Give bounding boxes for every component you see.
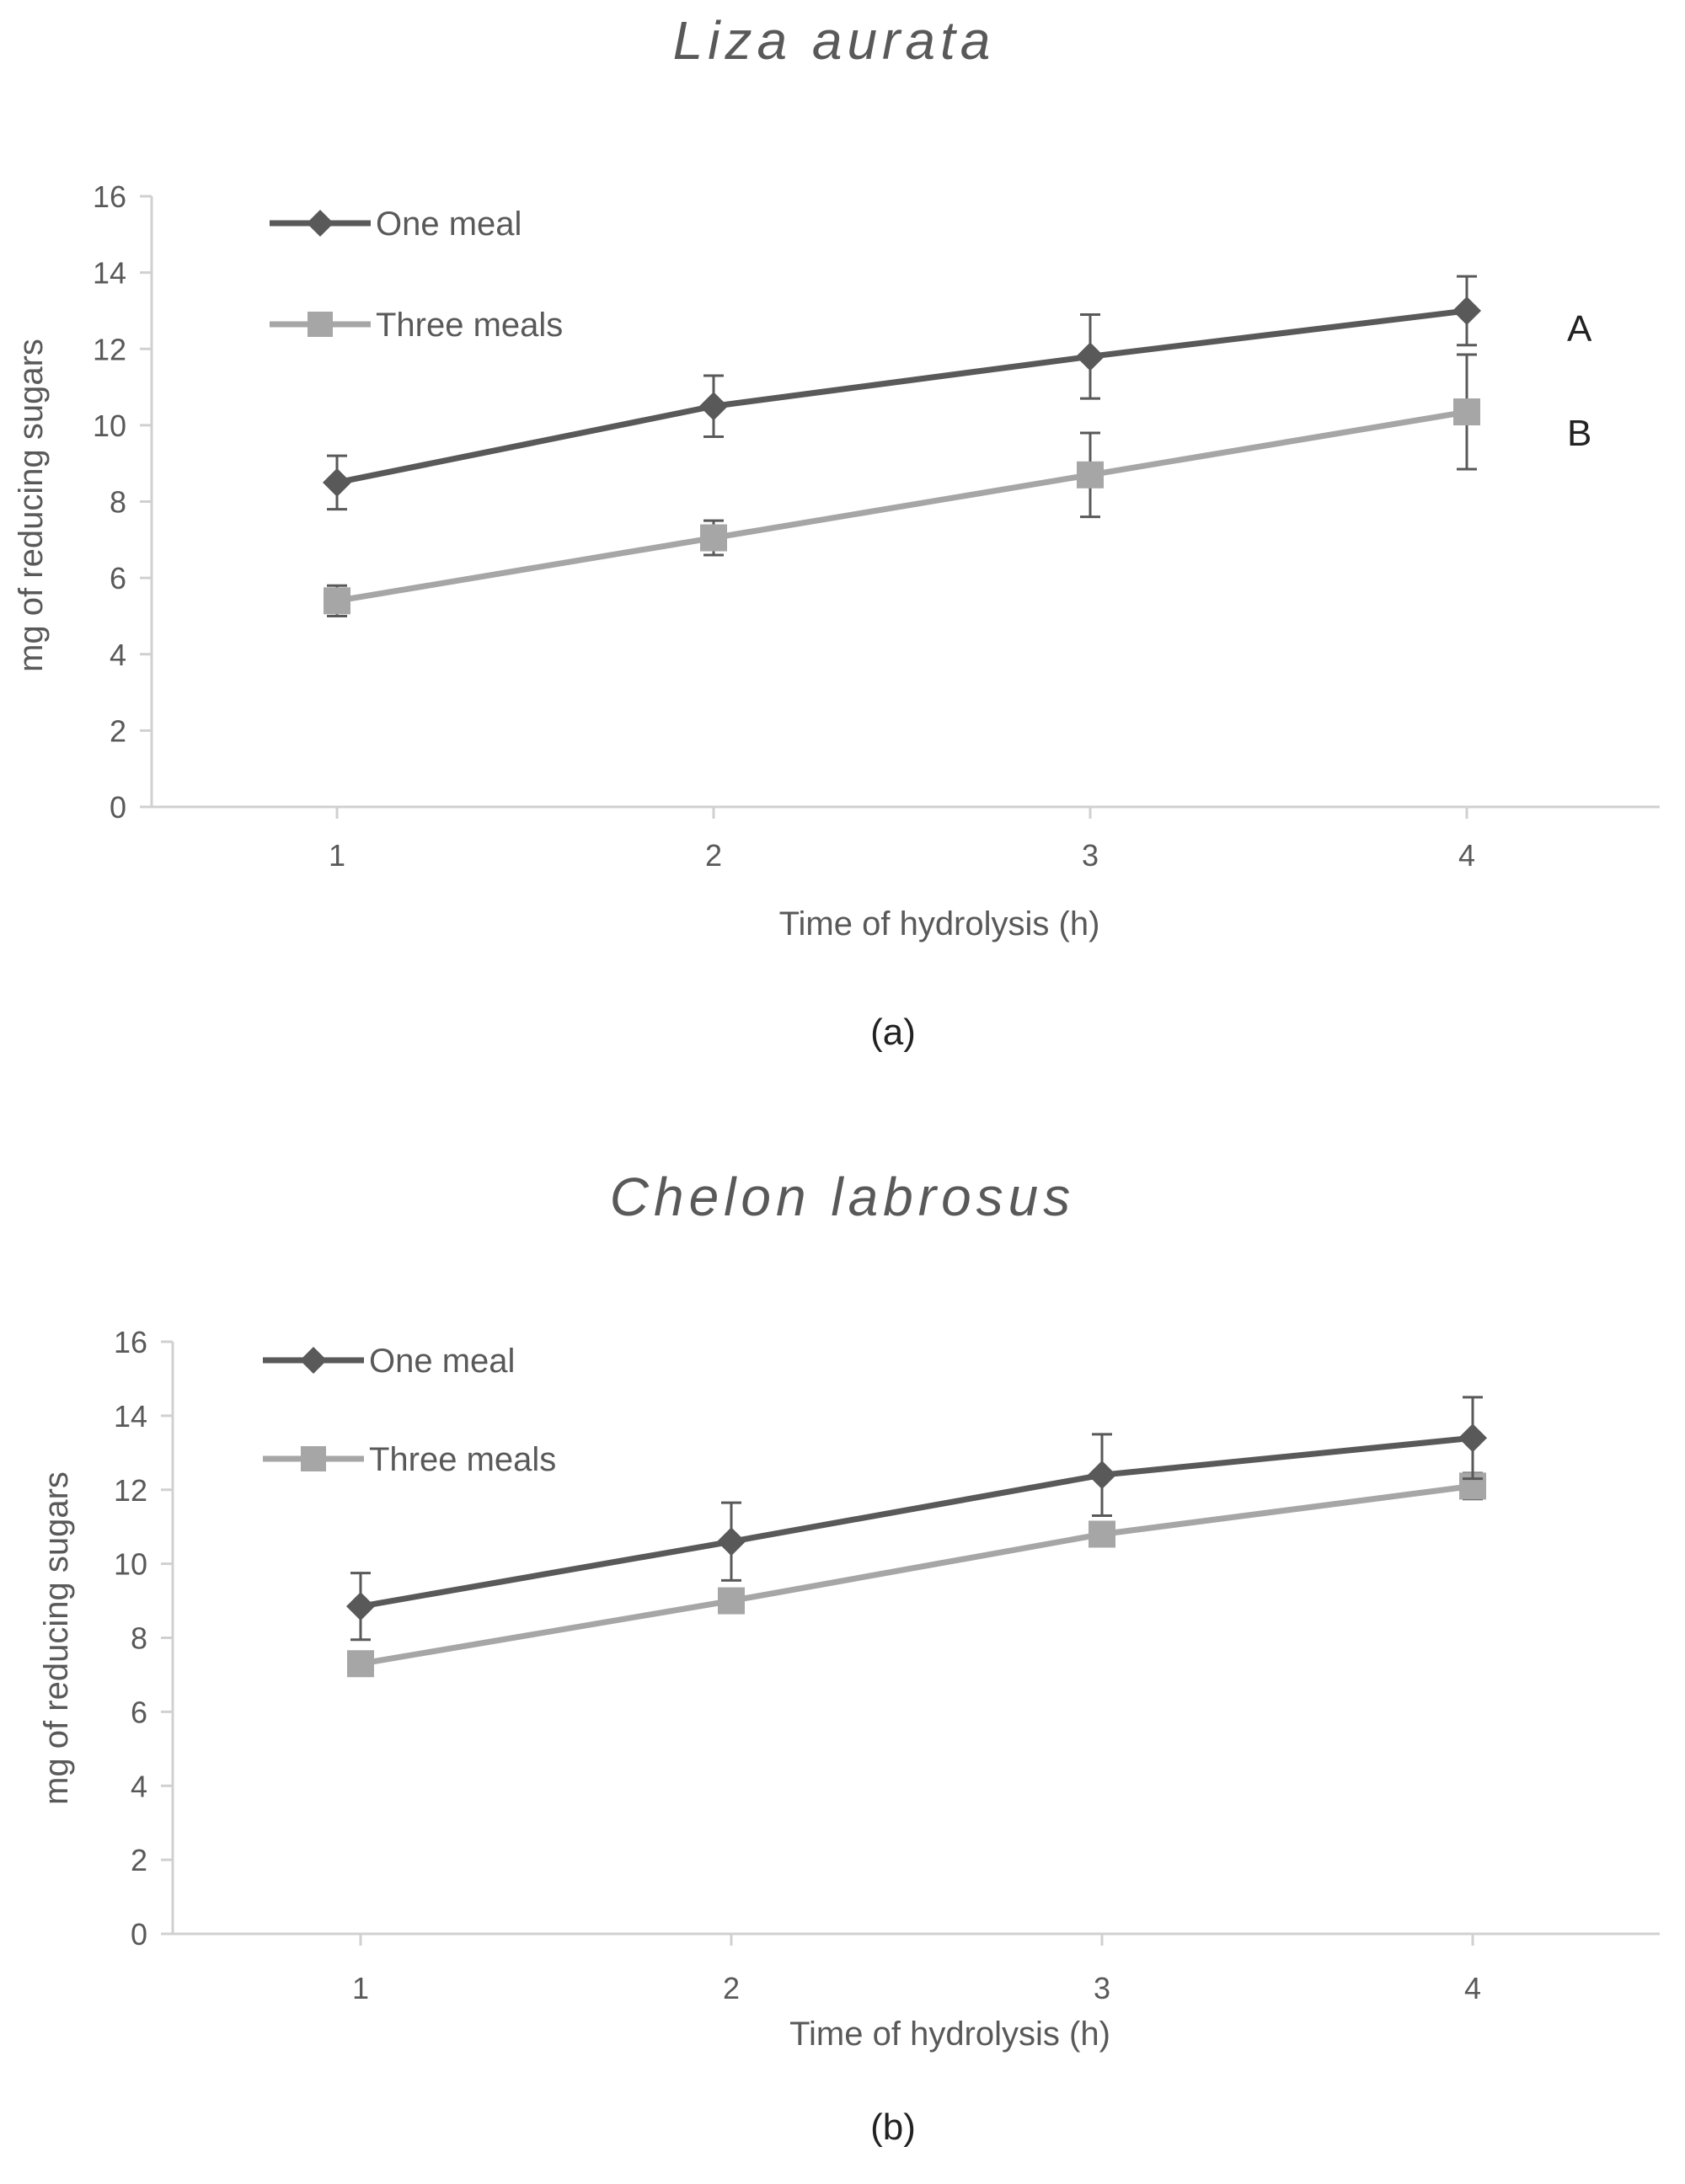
y-tick-label: 10 bbox=[93, 408, 126, 443]
series-one-meal: A bbox=[323, 275, 1592, 511]
y-axis-label: mg of reducing sugars bbox=[38, 1471, 75, 1805]
x-tick-label: 4 bbox=[1458, 838, 1475, 873]
data-point-diamond bbox=[1076, 342, 1105, 371]
data-point-diamond bbox=[699, 392, 728, 421]
y-tick-label: 4 bbox=[110, 638, 126, 672]
data-point-square bbox=[718, 1587, 745, 1615]
legend-marker bbox=[307, 210, 334, 237]
y-tick-label: 8 bbox=[131, 1621, 147, 1656]
legend-label: Three meals bbox=[376, 307, 563, 344]
y-tick-label: 14 bbox=[93, 256, 126, 291]
data-point-square bbox=[700, 524, 727, 552]
panel-label: (b) bbox=[870, 2107, 916, 2148]
x-tick-label: 1 bbox=[329, 838, 345, 873]
y-tick-label: 0 bbox=[131, 1917, 147, 1952]
data-point-diamond bbox=[1452, 296, 1481, 325]
x-tick-label: 2 bbox=[705, 838, 722, 873]
x-tick-label: 2 bbox=[723, 1971, 740, 2005]
x-tick-label: 4 bbox=[1464, 1971, 1481, 2005]
y-tick-label: 12 bbox=[93, 332, 126, 366]
legend-item-three-meals: Three meals bbox=[270, 307, 563, 344]
data-point-diamond bbox=[1088, 1460, 1116, 1490]
y-tick-label: 16 bbox=[114, 1325, 147, 1359]
legend-label: One meal bbox=[369, 1343, 515, 1380]
data-point-square bbox=[1089, 1520, 1115, 1548]
y-axis-label: mg of reducing sugars bbox=[13, 339, 50, 672]
chart-title: Liza aurata bbox=[673, 10, 996, 71]
series-line bbox=[336, 408, 1468, 604]
data-point-square bbox=[347, 1650, 374, 1678]
series-line bbox=[360, 1434, 1474, 1610]
series-three-meals bbox=[347, 1471, 1486, 1678]
legend-label: One meal bbox=[376, 206, 522, 243]
y-tick-label: 0 bbox=[110, 790, 126, 825]
legend-item-one-meal: One meal bbox=[270, 206, 522, 243]
series-line bbox=[360, 1482, 1474, 1667]
y-tick-label: 10 bbox=[114, 1547, 147, 1582]
y-tick-label: 16 bbox=[93, 179, 126, 214]
y-tick-label: 2 bbox=[131, 1843, 147, 1877]
data-point-square bbox=[324, 587, 350, 615]
chart-title: Chelon labrosus bbox=[610, 1167, 1076, 1227]
legend-marker bbox=[301, 1446, 326, 1471]
x-axis-label: Time of hydrolysis (h) bbox=[779, 905, 1100, 942]
data-point-diamond bbox=[323, 467, 351, 497]
y-tick-label: 4 bbox=[131, 1769, 147, 1803]
significance-label: A bbox=[1567, 308, 1592, 350]
x-tick-label: 1 bbox=[352, 1971, 369, 2005]
y-tick-label: 6 bbox=[131, 1695, 147, 1729]
y-tick-label: 8 bbox=[110, 485, 126, 520]
x-axis-label: Time of hydrolysis (h) bbox=[789, 2016, 1110, 2053]
significance-label: B bbox=[1567, 413, 1591, 454]
y-tick-label: 12 bbox=[114, 1473, 147, 1508]
series-line bbox=[336, 307, 1468, 486]
series-three-meals: B bbox=[324, 353, 1591, 617]
legend-item-three-meals: Three meals bbox=[263, 1441, 556, 1478]
data-point-square bbox=[1077, 461, 1104, 489]
panel-label: (a) bbox=[870, 1012, 916, 1053]
legend-item-one-meal: One meal bbox=[263, 1343, 515, 1380]
y-tick-label: 14 bbox=[114, 1399, 147, 1434]
y-tick-label: 2 bbox=[110, 713, 126, 748]
legend-marker bbox=[300, 1347, 327, 1374]
data-point-diamond bbox=[717, 1527, 746, 1557]
legend-marker bbox=[308, 312, 333, 337]
data-point-square bbox=[1453, 398, 1480, 426]
data-point-diamond bbox=[346, 1592, 375, 1621]
y-tick-label: 6 bbox=[110, 561, 126, 595]
x-tick-label: 3 bbox=[1094, 1971, 1110, 2005]
data-point-diamond bbox=[1458, 1423, 1487, 1453]
legend-label: Three meals bbox=[369, 1441, 556, 1478]
series-one-meal bbox=[346, 1396, 1487, 1642]
x-tick-label: 3 bbox=[1082, 838, 1099, 873]
